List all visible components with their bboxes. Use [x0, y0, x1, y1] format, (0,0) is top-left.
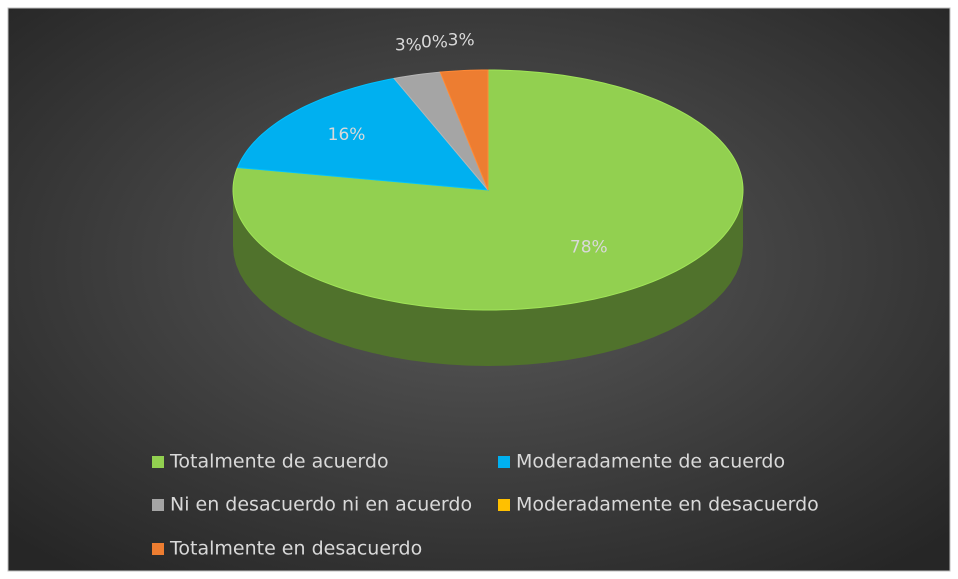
legend-label: Totalmente en desacuerdo: [169, 538, 422, 560]
legend-swatch: [152, 499, 164, 511]
slice: [236, 77, 490, 191]
data-label: 3%: [395, 35, 422, 55]
legend-swatch: [498, 499, 510, 511]
pie: 78% 16% 3% 0% 3%: [232, 31, 744, 366]
slice: [439, 69, 489, 191]
data-label: 78%: [570, 237, 608, 257]
legend-swatch: [152, 543, 164, 555]
legend-label: Totalmente de acuerdo: [169, 451, 389, 473]
legend-label: Moderadamente en desacuerdo: [516, 494, 819, 516]
legend-label: Ni en desacuerdo ni en acuerdo: [170, 494, 472, 516]
legend-swatch: [152, 456, 164, 468]
data-label: 0%: [421, 32, 448, 52]
slice: [393, 71, 489, 191]
data-label: 16%: [328, 125, 366, 145]
data-label: 3%: [448, 31, 475, 51]
legend-swatch: [498, 456, 510, 468]
legend-label: Moderadamente de acuerdo: [516, 451, 785, 473]
slice-side: [233, 190, 743, 366]
legend: Totalmente de acuerdo Moderadamente de ac…: [152, 451, 819, 560]
